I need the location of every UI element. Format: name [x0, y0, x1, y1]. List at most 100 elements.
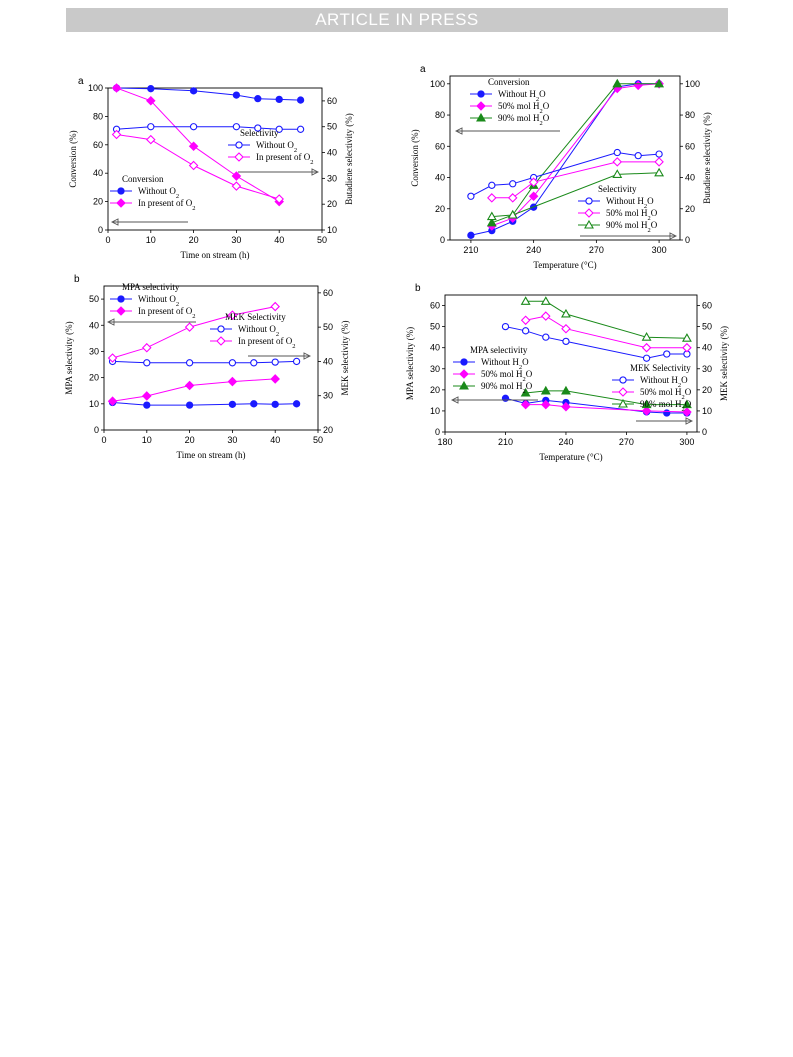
panel-label: b — [415, 283, 421, 294]
x-tick-label: 300 — [652, 245, 667, 255]
chart-temperature-mpa-mek: b 180 210 240 270 300 0 10 20 30 40 50 60 0 10 20 30 40 50… — [405, 283, 729, 462]
legend-swatch-marker — [234, 152, 244, 162]
data-point — [663, 409, 671, 417]
y2-tick-label: 50 — [323, 322, 333, 332]
data-point — [528, 191, 539, 202]
x-tick-label: 10 — [142, 435, 152, 445]
x-tick-label: 300 — [679, 437, 694, 447]
data-point — [185, 359, 194, 367]
y2-tick-label: 50 — [702, 322, 712, 332]
legend-swatch-marker — [217, 325, 225, 333]
y-tick-label: 100 — [430, 79, 445, 89]
data-point — [189, 87, 198, 95]
series-mek-in-present-of-o2 — [107, 301, 280, 363]
series-line — [491, 172, 660, 218]
y2-tick-label: 10 — [702, 406, 712, 416]
y2-tick-label: 60 — [702, 301, 712, 311]
y-tick-label: 20 — [89, 373, 99, 383]
data-point — [228, 359, 237, 367]
x-tick-label: 0 — [105, 235, 110, 245]
data-point — [270, 301, 280, 312]
y-tick-label: 20 — [93, 197, 103, 207]
y2-tick-label: 40 — [323, 356, 333, 366]
legend-swatch-marker — [460, 358, 468, 366]
series-selectivity-90-mol-h2o — [486, 167, 665, 221]
data-point — [184, 380, 195, 391]
legend-title: MEK Selectivity — [630, 363, 691, 373]
data-point — [143, 359, 151, 367]
data-point — [486, 217, 497, 227]
data-point — [487, 193, 497, 203]
x-tick-label: 40 — [270, 435, 280, 445]
x-tick-label: 50 — [317, 235, 327, 245]
legend-swatch-marker — [618, 398, 628, 408]
data-point — [188, 141, 199, 151]
legend-title: Conversion — [488, 77, 530, 87]
data-point — [561, 308, 571, 318]
data-point — [682, 407, 692, 417]
y2-tick-label: 20 — [685, 204, 695, 214]
series-mek-without-o2 — [108, 357, 301, 367]
legend-item-label: In present of O2 — [256, 152, 313, 166]
y-tick-label: 60 — [430, 301, 440, 311]
x-tick-label: 50 — [313, 435, 323, 445]
y-tick-label: 40 — [435, 173, 445, 183]
y-axis-label: MPA selectivity (%) — [64, 321, 74, 394]
y2-tick-label: 60 — [323, 288, 333, 298]
panel-label: b — [74, 274, 80, 285]
legend-swatch-marker — [618, 387, 628, 397]
y-tick-label: 10 — [89, 399, 99, 409]
legend-title: Selectivity — [240, 128, 279, 138]
data-point — [270, 374, 280, 384]
legend-swatch-marker — [235, 141, 243, 149]
data-point — [654, 167, 665, 177]
data-point — [142, 391, 152, 401]
data-point — [292, 357, 301, 366]
axis-arrow-right-head — [669, 232, 678, 240]
data-point — [521, 327, 530, 335]
x-tick-label: 40 — [274, 235, 284, 245]
series-mek-90-mol-h2o — [520, 296, 692, 342]
x-tick-label: 270 — [589, 245, 604, 255]
chart-time-conversion-butadiene: a 0 10 20 30 40 50 0 20 40 60 80 100 10 20 30 40 50 60 Time… — [68, 76, 354, 260]
y2-tick-label: 20 — [327, 199, 337, 209]
data-point — [232, 123, 241, 131]
series-mpa-without-o2 — [108, 398, 301, 409]
axis-arrow-right-head — [311, 168, 320, 176]
y2-tick-label: 60 — [685, 141, 695, 151]
data-point — [296, 125, 305, 133]
x-tick-label: 270 — [619, 437, 634, 447]
data-point — [520, 315, 531, 326]
y-tick-label: 40 — [89, 320, 99, 330]
data-point — [275, 125, 283, 133]
y-tick-label: 0 — [94, 425, 99, 435]
data-point — [232, 91, 241, 99]
series-line — [112, 360, 297, 364]
data-point — [654, 78, 665, 88]
data-point — [634, 152, 642, 160]
data-point — [486, 211, 497, 221]
data-point — [509, 180, 517, 188]
data-point — [147, 123, 155, 131]
data-point — [271, 358, 279, 366]
x-tick-label: 210 — [498, 437, 513, 447]
data-point — [107, 353, 118, 363]
y-tick-label: 60 — [93, 140, 103, 150]
data-point — [663, 350, 671, 358]
data-point — [520, 296, 531, 305]
data-point — [185, 401, 194, 409]
plot-frame — [103, 285, 319, 431]
series-mek-without-h2o — [501, 322, 691, 362]
data-point — [681, 399, 692, 409]
y2-tick-label: 100 — [685, 79, 700, 89]
y2-tick-label: 60 — [327, 96, 337, 106]
x-tick-label: 240 — [558, 437, 573, 447]
y2-tick-label: 30 — [702, 364, 712, 374]
legend-item-label: 90% mol H2O — [606, 220, 658, 234]
y2-tick-label: 30 — [323, 391, 333, 401]
series-selectivity-without-o2 — [112, 123, 305, 133]
chart-temperature-conversion-butadiene: a 210 240 270 300 0 20 40 60 80 100 0 20 40 60 80 100 Tem… — [410, 64, 712, 270]
